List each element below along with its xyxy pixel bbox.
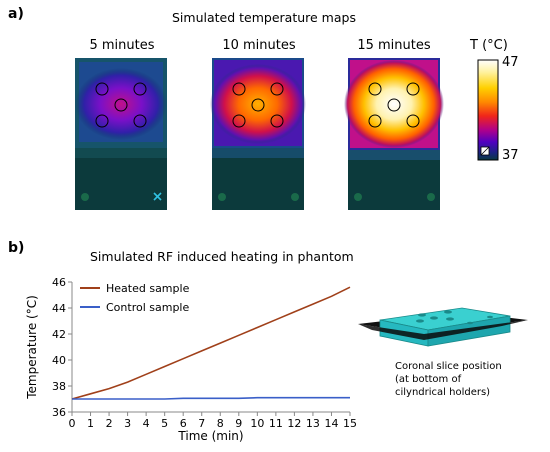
x-tick-label: 4 xyxy=(143,417,150,430)
legend-label-2: Control sample xyxy=(106,301,189,314)
x-tick-label: 6 xyxy=(180,417,187,430)
temperature-map-10min xyxy=(210,58,306,210)
y-tick-label: 38 xyxy=(52,380,66,393)
y-tick-label: 42 xyxy=(52,328,66,341)
x-tick-label: 8 xyxy=(217,417,224,430)
slice-caption-line-1: Coronal slice position xyxy=(395,361,502,372)
colorbar-max-label: 47 xyxy=(502,55,519,70)
x-tick-label: 9 xyxy=(235,417,242,430)
panel-a-label: a) xyxy=(8,6,24,22)
y-tick-label: 36 xyxy=(52,406,66,419)
colorbar-min-label: 37 xyxy=(502,148,519,163)
panel-a-title: Simulated temperature maps xyxy=(172,10,356,25)
slice-caption: Coronal slice position (at bottom of cil… xyxy=(395,360,502,399)
y-tick-label: 40 xyxy=(52,354,66,367)
colorbar-title: T (°C) xyxy=(470,38,508,53)
slice-caption-line-3: cilyndrical holders) xyxy=(395,387,491,398)
x-tick-label: 10 xyxy=(250,417,264,430)
map-title-15min: 15 minutes xyxy=(357,38,431,53)
x-tick-label: 1 xyxy=(87,417,94,430)
temperature-maps xyxy=(75,58,499,210)
x-tick-label: 0 xyxy=(69,417,76,430)
x-tick-label: 11 xyxy=(269,417,283,430)
y-axis-label: Temperature (°C) xyxy=(25,295,39,400)
x-tick-label: 3 xyxy=(124,417,131,430)
coronal-slice-plane-front xyxy=(358,320,528,340)
x-tick-label: 5 xyxy=(161,417,168,430)
x-axis-label: Time (min) xyxy=(177,429,243,443)
x-tick-label: 12 xyxy=(287,417,301,430)
y-tick-label: 46 xyxy=(52,276,66,289)
temperature-map-15min xyxy=(344,58,444,210)
x-marker-icon xyxy=(153,192,162,201)
series-line-1 xyxy=(71,286,351,400)
y-tick-label: 44 xyxy=(52,302,66,315)
map-title-5min: 5 minutes xyxy=(89,38,155,53)
slice-caption-line-2: (at bottom of xyxy=(395,374,462,385)
panel-b-title: Simulated RF induced heating in phantom xyxy=(90,249,354,264)
legend-label-1: Heated sample xyxy=(106,282,190,295)
x-tick-label: 15 xyxy=(343,417,357,430)
colorbar xyxy=(477,59,499,161)
x-tick-label: 2 xyxy=(106,417,113,430)
phantom-illustration xyxy=(358,307,528,347)
x-tick-label: 14 xyxy=(324,417,338,430)
panel-b-label: b) xyxy=(8,240,25,256)
colorbar-swatch-icon xyxy=(480,146,490,156)
map-title-10min: 10 minutes xyxy=(222,38,296,53)
x-tick-label: 13 xyxy=(306,417,320,430)
series-line-2 xyxy=(72,396,350,400)
x-tick-label: 7 xyxy=(198,417,205,430)
temperature-map-5min xyxy=(75,58,167,210)
